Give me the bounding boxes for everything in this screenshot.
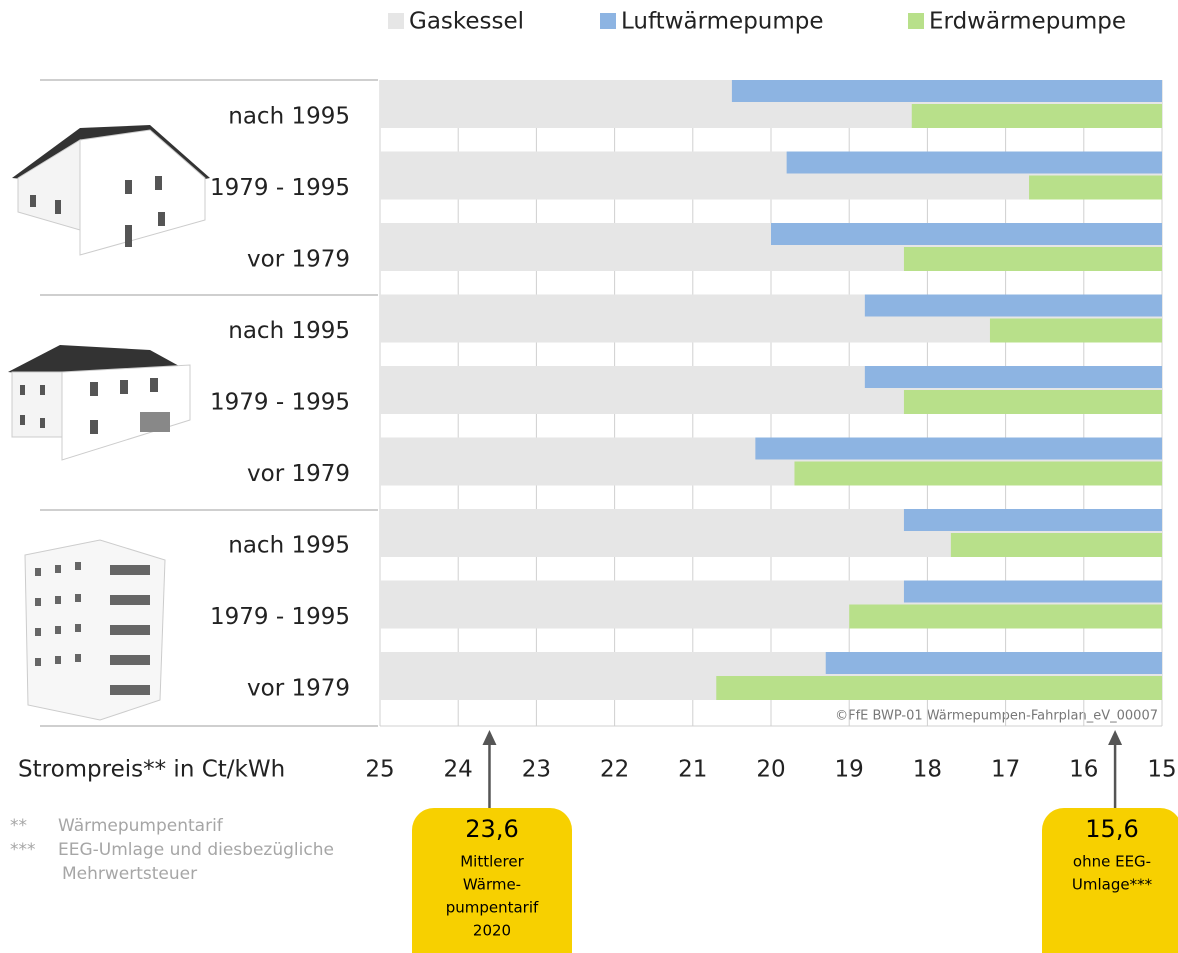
footnote-text: Mehrwertsteuer (62, 864, 197, 884)
tower-icon (24, 539, 166, 721)
arrow-head (482, 730, 497, 745)
category-label: vor 1979 (247, 676, 350, 702)
bar (755, 437, 1162, 460)
bar (903, 390, 1162, 414)
bar (864, 366, 1162, 388)
annotation-box (412, 808, 572, 953)
category-label: 1979 - 1995 (210, 390, 350, 416)
annotation-text: Mittlerer (460, 853, 524, 871)
legend-swatch (600, 13, 616, 29)
x-tick-label: 15 (1147, 757, 1176, 783)
category-label: vor 1979 (247, 461, 350, 487)
x-tick-label: 20 (756, 757, 785, 783)
apartment-icon (8, 345, 191, 461)
x-tick-label: 21 (678, 757, 707, 783)
arrow-head (1108, 730, 1123, 745)
annotation-value: 23,6 (465, 815, 518, 843)
annotation-box (1042, 808, 1178, 953)
bar (716, 676, 1162, 700)
x-tick-label: 22 (600, 757, 629, 783)
category-label: nach 1995 (228, 104, 350, 130)
category-label: 1979 - 1995 (210, 604, 350, 630)
bar (903, 509, 1162, 531)
bar (731, 80, 1162, 102)
footnote-mark: *** (10, 840, 36, 860)
bar (903, 247, 1162, 271)
category-label: vor 1979 (247, 247, 350, 273)
bar (794, 461, 1162, 486)
annotation-value: 15,6 (1085, 815, 1138, 843)
legend-label: Luftwärmepumpe (621, 9, 824, 35)
bar (903, 580, 1162, 603)
legend-label: Erdwärmepumpe (929, 9, 1126, 35)
footnote-mark: ** (10, 816, 27, 836)
bar (849, 604, 1162, 629)
footnote-text: Wärmepumpentarif (58, 816, 224, 836)
annotation-text: Umlage*** (1072, 876, 1153, 894)
bar (771, 223, 1162, 245)
footnote-text: EEG-Umlage und diesbezügliche (58, 840, 334, 860)
x-tick-label: 17 (991, 757, 1020, 783)
bar (911, 104, 1162, 128)
x-tick-label: 25 (365, 757, 394, 783)
x-tick-label: 24 (444, 757, 473, 783)
bar (864, 294, 1162, 317)
legend-swatch (388, 13, 404, 29)
category-label: 1979 - 1995 (210, 175, 350, 201)
x-axis-label: Strompreis** in Ct/kWh (18, 757, 285, 783)
x-tick-label: 23 (522, 757, 551, 783)
x-tick-label: 18 (913, 757, 942, 783)
separators (40, 79, 378, 727)
legend-label: Gaskessel (409, 9, 524, 35)
bar (989, 318, 1162, 343)
bar (950, 533, 1162, 557)
bar (825, 652, 1162, 674)
legend-swatch (908, 13, 924, 29)
annotation-text: pumpentarif (446, 899, 539, 917)
bar (1029, 175, 1162, 200)
x-tick-label: 19 (835, 757, 864, 783)
annotation-text: Wärme- (463, 876, 521, 894)
category-label: nach 1995 (228, 318, 350, 344)
house-icon (12, 125, 210, 256)
x-tick-label: 16 (1069, 757, 1098, 783)
bar (786, 151, 1162, 174)
category-label: nach 1995 (228, 533, 350, 559)
annotation-text: ohne EEG- (1073, 853, 1151, 871)
credit: ©FfE BWP-01 Wärmepumpen-Fahrplan_eV_0000… (835, 709, 1158, 724)
annotation-text: 2020 (473, 922, 511, 940)
